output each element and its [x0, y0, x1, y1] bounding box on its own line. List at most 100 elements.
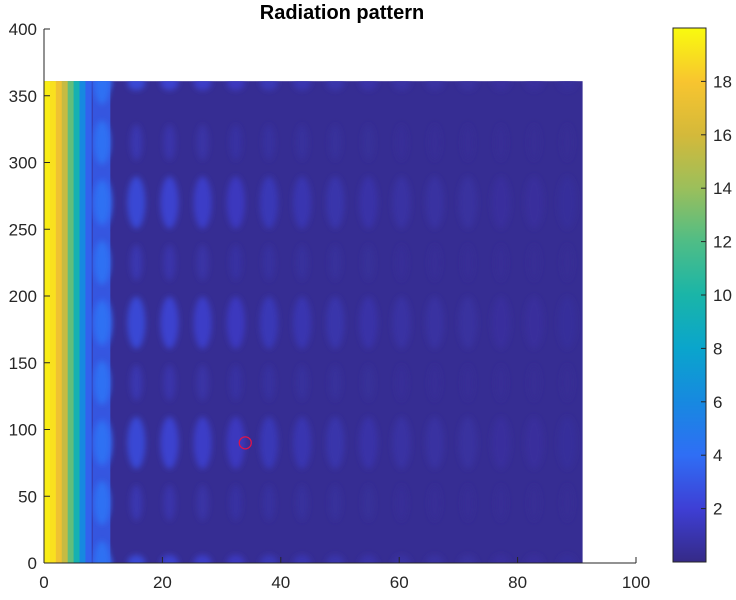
lobe-blob: [528, 124, 541, 161]
lobe-blob: [226, 416, 245, 469]
lobe-blob: [425, 81, 444, 91]
heatmap-column: [55, 81, 63, 563]
lobe-blob: [359, 81, 378, 91]
lobe-blob: [392, 81, 411, 91]
heatmap-column: [85, 81, 92, 563]
lobe-blob: [392, 176, 411, 229]
lobe-blob: [458, 176, 477, 229]
lobe-blob: [94, 240, 111, 285]
x-tick-label: 40: [271, 573, 290, 592]
x-tick-label: 20: [153, 573, 172, 592]
lobe-blob: [525, 296, 544, 349]
lobe-blob: [528, 244, 541, 281]
lobe-blob: [392, 555, 411, 563]
heatmap-lobes: [94, 81, 577, 563]
lobe-blob: [94, 120, 111, 165]
lobe-blob: [160, 81, 179, 91]
lobe-blob: [329, 124, 342, 161]
lobe-blob: [196, 364, 209, 401]
lobe-blob: [458, 296, 477, 349]
lobe-blob: [94, 360, 111, 405]
lobe-blob: [196, 124, 209, 161]
colorbar-tick-label: 2: [713, 500, 722, 519]
lobe-blob: [229, 484, 242, 521]
colorbar-ticks: 2 4 6 8 10 12 14 16 18: [701, 72, 732, 519]
lobe-blob: [296, 364, 309, 401]
lobe-blob: [296, 484, 309, 521]
lobe-blob: [392, 296, 411, 349]
lobe-blob: [293, 81, 312, 91]
lobe-blob: [130, 364, 143, 401]
heatmap-column: [44, 81, 51, 563]
lobe-blob: [362, 124, 375, 161]
lobe-blob: [461, 124, 474, 161]
lobe-blob: [160, 176, 179, 229]
lobe-blob: [160, 555, 179, 563]
lobe-blob: [425, 416, 444, 469]
lobe-blob: [163, 484, 176, 521]
lobe-blob: [262, 244, 275, 281]
colorbar-tick-label: 6: [713, 393, 722, 412]
lobe-blob: [94, 81, 111, 105]
lobe-blob: [362, 484, 375, 521]
lobe-blob: [428, 364, 441, 401]
lobe-blob: [528, 364, 541, 401]
y-tick-label: 0: [28, 554, 37, 573]
y-tick-label: 300: [9, 154, 37, 173]
highlight-marker: [238, 436, 252, 450]
lobe-blob: [359, 555, 378, 563]
lobe-blob: [130, 244, 143, 281]
lobe-blob: [160, 296, 179, 349]
lobe-blob: [492, 176, 511, 229]
colorbar-tick-label: 8: [713, 339, 722, 358]
lobe-blob: [558, 416, 577, 469]
lobe-blob: [359, 416, 378, 469]
plot-axes: 0 20 40 60 80 100 0 50 100 150 200 250 300 350 400: [9, 20, 651, 592]
lobe-blob: [196, 244, 209, 281]
lobe-blob: [428, 244, 441, 281]
lobe-blob: [558, 296, 577, 349]
lobe-blob: [492, 81, 511, 91]
lobe-blob: [495, 244, 508, 281]
lobe-blob: [458, 555, 477, 563]
lobe-blob: [359, 176, 378, 229]
lobe-blob: [525, 81, 544, 91]
lobe-blob: [561, 124, 574, 161]
lobe-blob: [127, 416, 146, 469]
lobe-blob: [362, 364, 375, 401]
y-tick-label: 150: [9, 354, 37, 373]
lobe-blob: [160, 416, 179, 469]
lobe-blob: [163, 364, 176, 401]
lobe-blob: [196, 484, 209, 521]
lobe-blob: [395, 124, 408, 161]
colorbar-tick-label: 4: [713, 446, 722, 465]
lobe-blob: [495, 364, 508, 401]
lobe-blob: [492, 416, 511, 469]
lobe-blob: [262, 484, 275, 521]
y-tick-label: 400: [9, 20, 37, 39]
lobe-blob: [461, 364, 474, 401]
x-tick-label: 0: [39, 573, 48, 592]
lobe-blob: [127, 81, 146, 91]
heatmap-column: [73, 81, 80, 563]
lobe-blob: [94, 420, 111, 465]
heatmap-column: [79, 81, 86, 563]
x-tick-label: 60: [390, 573, 409, 592]
lobe-blob: [326, 555, 345, 563]
lobe-blob: [558, 81, 577, 91]
lobe-blob: [329, 364, 342, 401]
y-tick-label: 250: [9, 220, 37, 239]
colorbar: 2 4 6 8 10 12 14 16 18: [672, 27, 732, 563]
lobe-blob: [193, 416, 212, 469]
lobe-blob: [163, 244, 176, 281]
x-tick-label: 100: [622, 573, 650, 592]
lobe-blob: [525, 176, 544, 229]
y-tick-label: 100: [9, 421, 37, 440]
lobe-blob: [525, 555, 544, 563]
lobe-blob: [229, 364, 242, 401]
lobe-blob: [395, 364, 408, 401]
lobe-blob: [428, 124, 441, 161]
lobe-blob: [329, 484, 342, 521]
lobe-blob: [127, 296, 146, 349]
